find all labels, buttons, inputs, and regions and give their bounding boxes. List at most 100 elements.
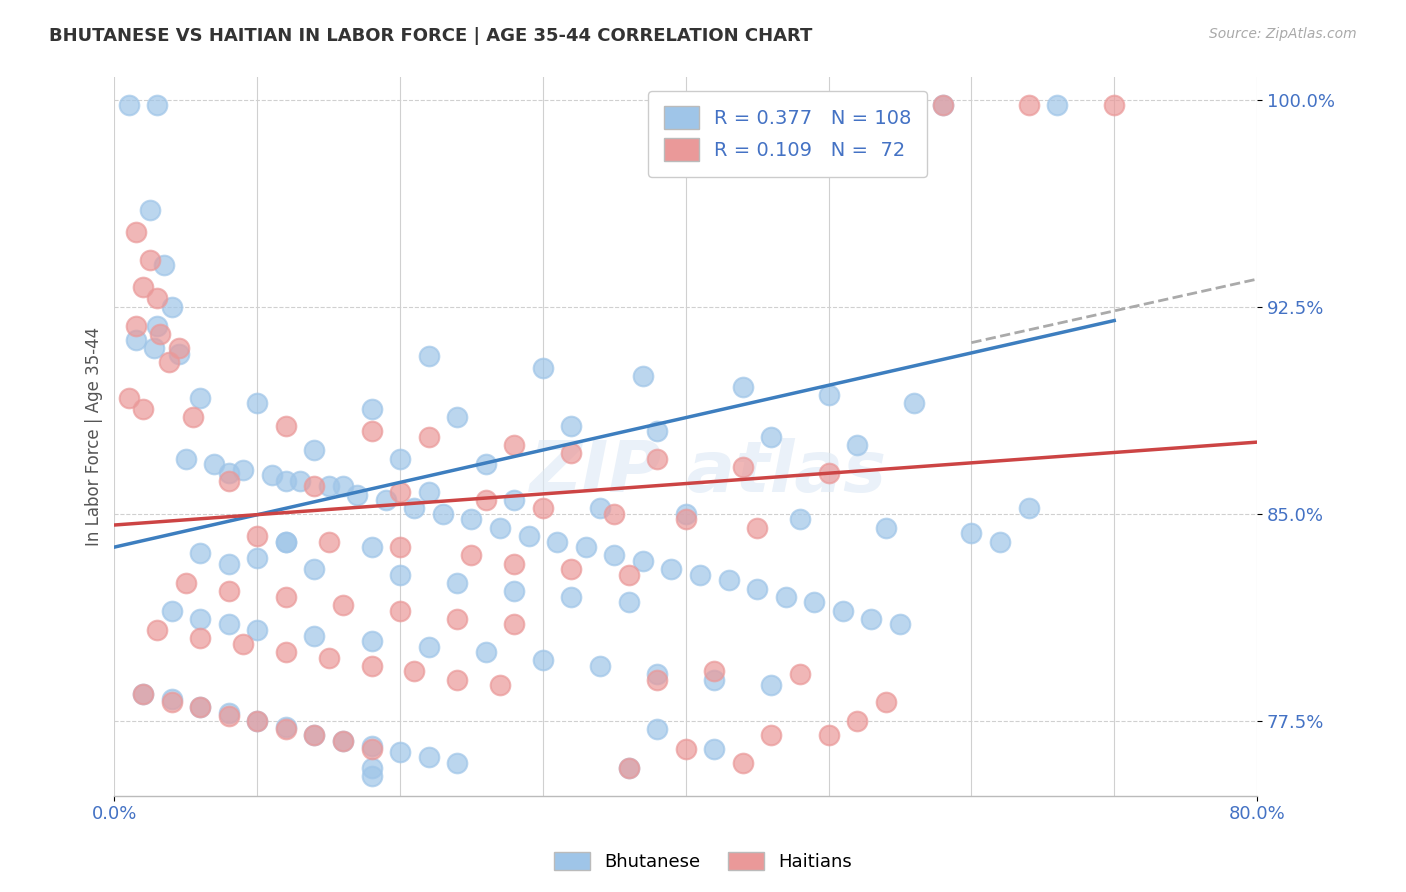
Point	[139, 252, 162, 267]
Point	[260, 468, 283, 483]
Point	[404, 501, 426, 516]
Point	[332, 733, 354, 747]
Point	[460, 549, 482, 563]
Point	[875, 521, 897, 535]
Point	[747, 521, 769, 535]
Point	[846, 438, 869, 452]
Point	[589, 501, 612, 516]
Point	[389, 604, 412, 618]
Point	[360, 424, 382, 438]
Point	[218, 474, 240, 488]
Point	[517, 529, 540, 543]
Point	[318, 534, 340, 549]
Point	[218, 708, 240, 723]
Point	[418, 484, 440, 499]
Point	[717, 574, 740, 588]
Point	[188, 391, 211, 405]
Point	[889, 617, 911, 632]
Point	[318, 479, 340, 493]
Point	[503, 493, 526, 508]
Point	[1018, 98, 1040, 112]
Point	[503, 438, 526, 452]
Point	[246, 623, 269, 637]
Point	[246, 714, 269, 728]
Point	[903, 396, 925, 410]
Point	[560, 562, 582, 576]
Point	[188, 632, 211, 646]
Point	[503, 584, 526, 599]
Point	[645, 673, 668, 687]
Point	[174, 576, 197, 591]
Point	[125, 319, 148, 334]
Point	[304, 479, 326, 493]
Point	[360, 739, 382, 753]
Point	[146, 623, 169, 637]
Point	[589, 659, 612, 673]
Point	[418, 750, 440, 764]
Point	[617, 567, 640, 582]
Point	[274, 474, 297, 488]
Point	[603, 507, 626, 521]
Point	[218, 466, 240, 480]
Point	[332, 479, 354, 493]
Point	[318, 650, 340, 665]
Point	[132, 280, 155, 294]
Y-axis label: In Labor Force | Age 35-44: In Labor Force | Age 35-44	[86, 327, 103, 546]
Point	[631, 368, 654, 383]
Point	[988, 534, 1011, 549]
Point	[143, 341, 166, 355]
Point	[218, 617, 240, 632]
Point	[446, 410, 468, 425]
Point	[761, 429, 783, 443]
Point	[817, 466, 839, 480]
Point	[188, 700, 211, 714]
Point	[703, 741, 725, 756]
Point	[304, 443, 326, 458]
Point	[360, 769, 382, 783]
Point	[875, 695, 897, 709]
Point	[446, 612, 468, 626]
Point	[560, 418, 582, 433]
Point	[346, 488, 368, 502]
Point	[304, 728, 326, 742]
Point	[560, 590, 582, 604]
Point	[531, 360, 554, 375]
Point	[332, 598, 354, 612]
Point	[446, 756, 468, 770]
Point	[274, 645, 297, 659]
Point	[645, 451, 668, 466]
Point	[160, 300, 183, 314]
Point	[645, 424, 668, 438]
Point	[125, 225, 148, 239]
Point	[761, 728, 783, 742]
Point	[831, 604, 853, 618]
Point	[132, 687, 155, 701]
Point	[118, 98, 141, 112]
Point	[1046, 98, 1069, 112]
Point	[645, 723, 668, 737]
Point	[232, 637, 254, 651]
Point	[489, 521, 512, 535]
Point	[246, 551, 269, 566]
Point	[246, 714, 269, 728]
Point	[731, 460, 754, 475]
Point	[846, 714, 869, 728]
Point	[274, 723, 297, 737]
Point	[218, 706, 240, 720]
Point	[360, 741, 382, 756]
Point	[160, 692, 183, 706]
Point	[645, 667, 668, 681]
Point	[631, 554, 654, 568]
Point	[360, 761, 382, 775]
Point	[188, 612, 211, 626]
Text: Source: ZipAtlas.com: Source: ZipAtlas.com	[1209, 27, 1357, 41]
Point	[274, 534, 297, 549]
Point	[1102, 98, 1125, 112]
Point	[747, 582, 769, 596]
Point	[546, 534, 568, 549]
Point	[389, 451, 412, 466]
Point	[374, 493, 396, 508]
Point	[675, 512, 697, 526]
Point	[789, 512, 811, 526]
Point	[446, 576, 468, 591]
